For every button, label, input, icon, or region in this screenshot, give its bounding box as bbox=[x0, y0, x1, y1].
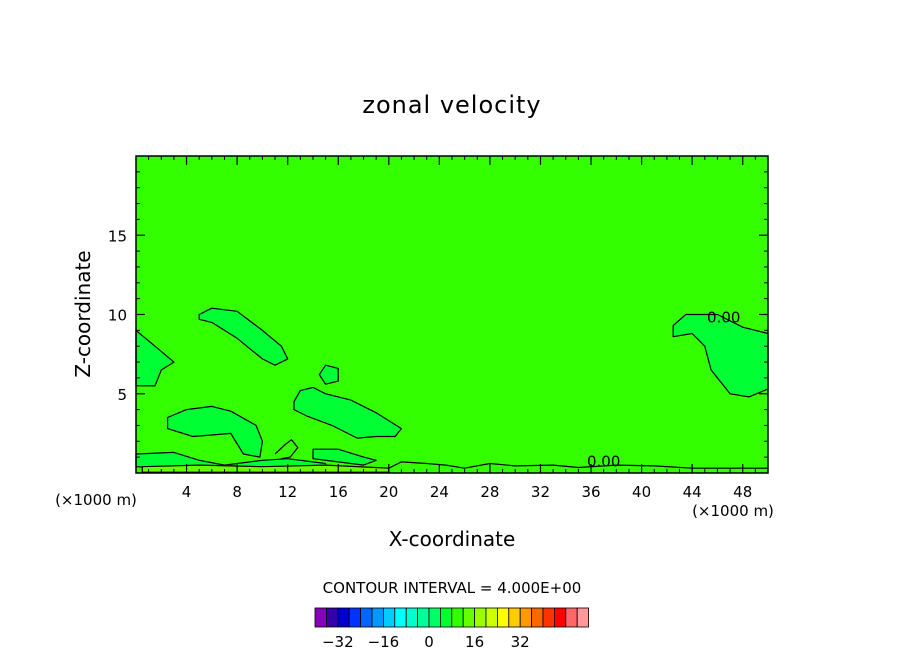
x-tick-label-9: 40 bbox=[632, 483, 651, 501]
colorbar-swatch-12 bbox=[451, 607, 464, 628]
colorbar-swatch-0 bbox=[314, 607, 327, 628]
chart-title: zonal velocity bbox=[362, 91, 541, 119]
surface-contour bbox=[388, 461, 768, 469]
contour-regions bbox=[135, 307, 769, 473]
y-tick-label-1: 10 bbox=[108, 307, 127, 325]
colorbar-swatch-13 bbox=[462, 607, 476, 628]
colorbar-swatch-9 bbox=[417, 607, 430, 628]
region-right bbox=[672, 313, 769, 398]
contour-labels: 0.00 0.00 bbox=[587, 308, 740, 470]
colorbar-tick-label-4: 32 bbox=[511, 633, 530, 651]
colorbar-swatch-5 bbox=[371, 607, 384, 628]
x-tick-label-6: 28 bbox=[480, 483, 499, 501]
colorbar-swatch-10 bbox=[428, 607, 441, 628]
colorbar-tick-label-0: −32 bbox=[322, 633, 354, 651]
colorbar-swatch-19 bbox=[531, 607, 544, 628]
colorbar bbox=[314, 607, 590, 628]
colorbar-swatch-23 bbox=[576, 607, 590, 628]
colorbar-swatch-20 bbox=[542, 607, 555, 628]
region-small-blob bbox=[318, 364, 339, 385]
region-arc bbox=[198, 307, 289, 366]
colorbar-swatch-15 bbox=[485, 607, 498, 628]
region-near-surface bbox=[141, 464, 390, 473]
y-axis: 5 10 15 bbox=[108, 171, 768, 458]
colorbar-swatch-7 bbox=[394, 607, 407, 628]
x-tick-label-0: 4 bbox=[182, 483, 192, 501]
colorbar-tick-label-1: −16 bbox=[368, 633, 400, 651]
colorbar-swatch-14 bbox=[474, 607, 487, 628]
contour-label-0: 0.00 bbox=[707, 308, 740, 326]
x-unit-right: (×1000 m) bbox=[692, 502, 774, 520]
colorbar-tick-label-3: 16 bbox=[465, 633, 484, 651]
x-tick-label-10: 44 bbox=[683, 483, 702, 501]
colorbar-swatch-17 bbox=[508, 607, 521, 628]
x-tick-label-7: 32 bbox=[531, 483, 550, 501]
x-tick-label-5: 24 bbox=[430, 483, 449, 501]
colorbar-swatch-21 bbox=[554, 607, 567, 628]
colorbar-swatch-6 bbox=[382, 607, 396, 628]
y-axis-label: Z-coordinate bbox=[71, 250, 95, 377]
colorbar-swatch-1 bbox=[325, 607, 339, 628]
colorbar-swatch-16 bbox=[496, 607, 510, 628]
colorbar-swatch-8 bbox=[405, 607, 419, 628]
colorbar-swatch-2 bbox=[337, 607, 350, 628]
x-axis: 4 8 12 16 20 24 28 32 36 40 44 48 bbox=[148, 156, 756, 501]
x-tick-label-4: 20 bbox=[379, 483, 398, 501]
x-tick-label-2: 12 bbox=[278, 483, 297, 501]
x-tick-label-1: 8 bbox=[232, 483, 242, 501]
x-unit-left: (×1000 m) bbox=[55, 491, 137, 509]
plot-area: 0.00 0.00 bbox=[135, 155, 769, 474]
x-axis-label: X-coordinate bbox=[389, 527, 516, 551]
region-left-lower bbox=[167, 405, 263, 458]
colorbar-ticks: −32 −16 0 16 32 bbox=[322, 633, 530, 651]
colorbar-swatch-18 bbox=[519, 607, 533, 628]
y-tick-label-2: 15 bbox=[108, 227, 127, 245]
colorbar-swatch-3 bbox=[348, 607, 362, 628]
colorbar-tick-label-2: 0 bbox=[424, 633, 434, 651]
colorbar-swatch-22 bbox=[565, 607, 578, 628]
colorbar-swatch-4 bbox=[360, 607, 373, 628]
contour-lines bbox=[274, 438, 768, 469]
x-tick-label-8: 36 bbox=[581, 483, 600, 501]
small-squiggle-12 bbox=[274, 438, 299, 460]
x-tick-label-11: 48 bbox=[733, 483, 752, 501]
contour-interval-label: CONTOUR INTERVAL = 4.000E+00 bbox=[323, 579, 582, 597]
region-bottom-mid-blob bbox=[312, 448, 377, 466]
contour-label-1: 0.00 bbox=[587, 453, 620, 471]
region-center bbox=[293, 386, 402, 439]
y-tick-label-0: 5 bbox=[117, 386, 127, 404]
x-tick-label-3: 16 bbox=[329, 483, 348, 501]
colorbar-swatch-11 bbox=[439, 607, 453, 628]
